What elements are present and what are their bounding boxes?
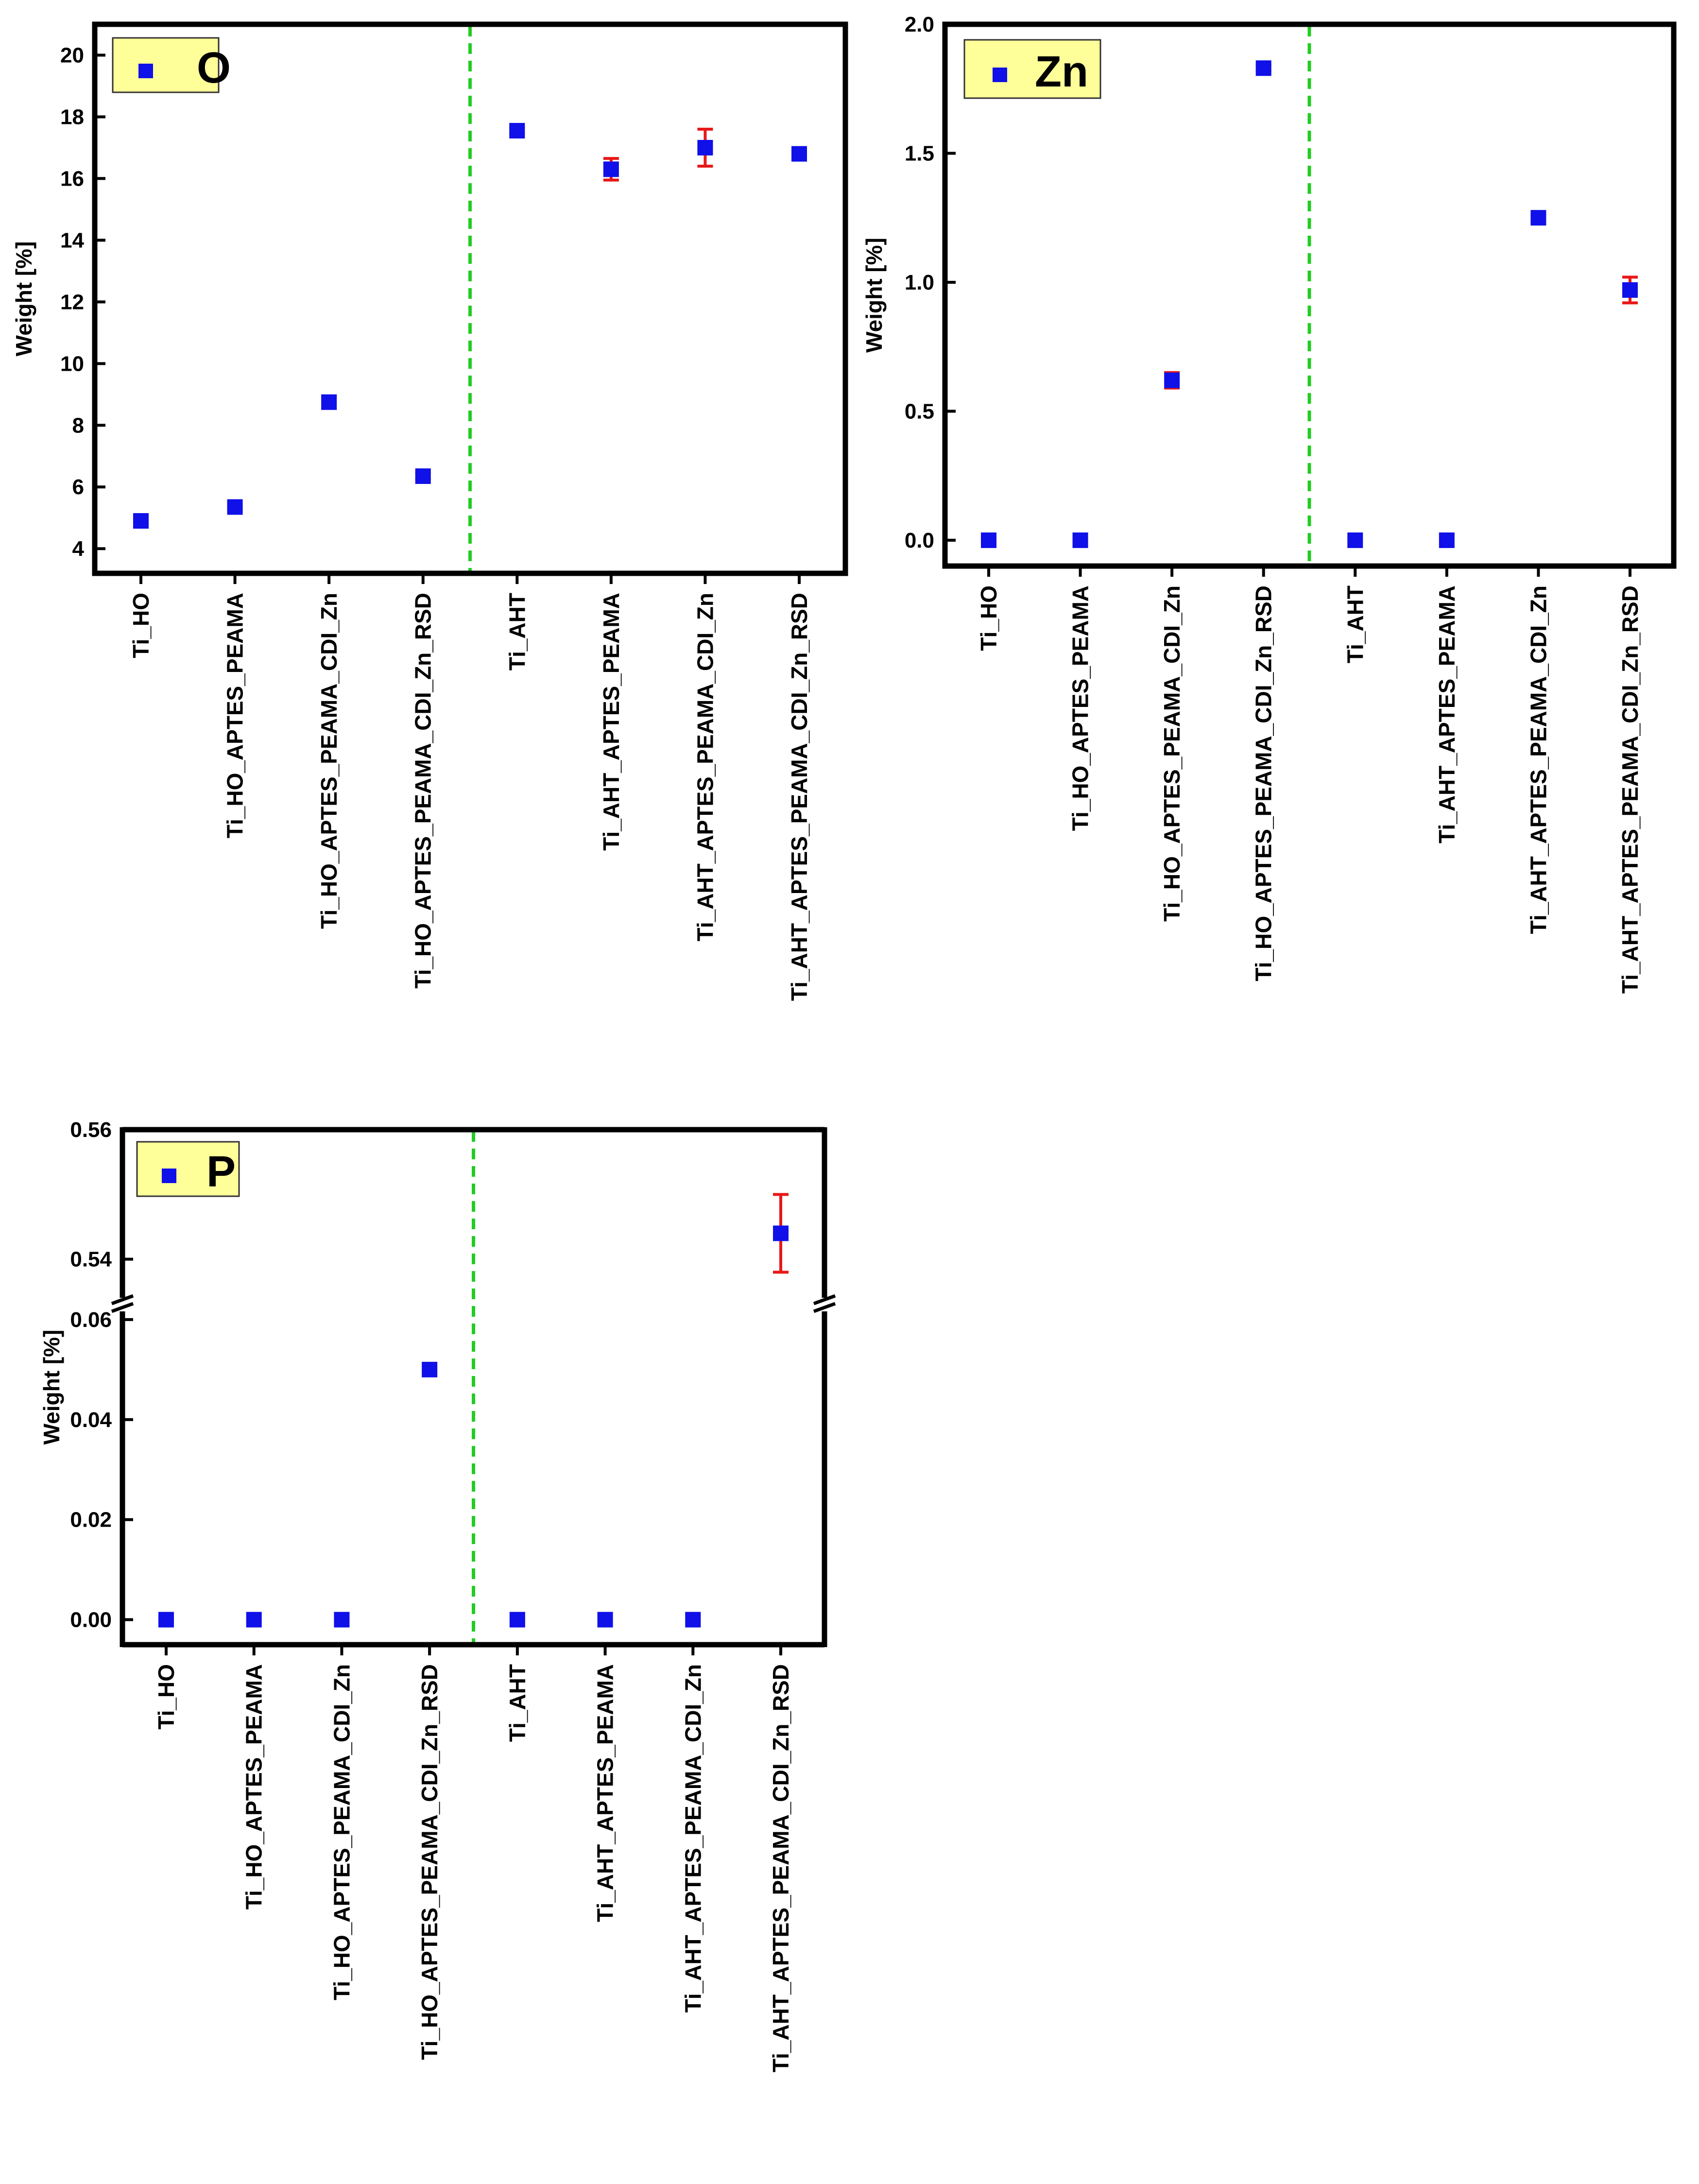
- legend-label: O: [197, 44, 231, 92]
- data-point: [415, 468, 431, 484]
- y-tick-label: 0.54: [70, 1248, 112, 1272]
- y-tick-label: 8: [72, 413, 84, 437]
- y-tick-label: 6: [72, 475, 84, 499]
- data-point: [133, 513, 149, 529]
- data-point: [685, 1612, 701, 1628]
- chart-o: 4 6 8 10 12 14 16 18 20 Weight [%] Ti_HO Ti_HO_APTE…: [11, 21, 848, 1001]
- data-point: [158, 1612, 174, 1628]
- chart-zn: 0.0 0.5 1.0 1.5 2.0 Weight [%] Ti_HO Ti_HO_APTE…: [861, 13, 1677, 994]
- legend-box: [112, 37, 220, 93]
- x-tick-label: Ti_HO_APTES_PEAMA_CDI_Zn_RSD: [411, 593, 436, 989]
- plot-frame: [92, 21, 848, 576]
- x-tick-label: Ti_HO_APTES_PEAMA_CDI_Zn: [329, 1664, 354, 2000]
- legend-label: P: [206, 1148, 236, 1196]
- y-tick-label: 0.56: [70, 1118, 112, 1142]
- data-point: [597, 1612, 613, 1628]
- data-point: [791, 146, 807, 162]
- x-tick-label: Ti_AHT: [505, 1664, 530, 1742]
- data-point: [227, 499, 243, 515]
- y-tick-label: 0.02: [70, 1508, 112, 1532]
- y-tick-label: 0.06: [70, 1308, 112, 1332]
- data-point: [773, 1225, 789, 1241]
- legend-box: [136, 1141, 240, 1197]
- y-tick-label: 18: [60, 105, 84, 129]
- data-point: [1530, 210, 1546, 226]
- data-point: [321, 394, 337, 410]
- y-tick-label: 12: [60, 290, 84, 314]
- x-tick-label: Ti_AHT_APTES_PEAMA: [599, 593, 624, 851]
- y-tick-label: 2.0: [905, 13, 934, 36]
- data-point: [1072, 532, 1088, 548]
- x-tick-label: Ti_HO_APTES_PEAMA_CDI_Zn: [316, 593, 342, 929]
- x-tick-label: Ti_HO: [154, 1664, 179, 1730]
- y-tick-label: 1.5: [905, 141, 934, 165]
- axis-break-mark: [813, 1294, 836, 1306]
- y-axis-title: Weight [%]: [861, 238, 887, 353]
- x-tick-label: Ti_AHT: [504, 593, 530, 671]
- legend-label: Zn: [1035, 48, 1088, 96]
- legend-marker: [993, 68, 1007, 82]
- x-tick-label: Ti_AHT_APTES_PEAMA_CDI_Zn: [692, 593, 718, 941]
- data-point: [422, 1361, 438, 1377]
- y-tick-label: 0.0: [905, 529, 934, 552]
- y-axis-title: Weight [%]: [39, 1330, 64, 1445]
- x-tick-label: Ti_AHT: [1342, 585, 1368, 663]
- legend-marker: [138, 64, 153, 78]
- data-point: [1164, 372, 1180, 388]
- legend-box: [963, 39, 1101, 99]
- y-tick-label: 0.00: [70, 1608, 112, 1632]
- data-point: [697, 139, 713, 155]
- x-tick-label: Ti_AHT_APTES_PEAMA_CDI_Zn: [1526, 585, 1551, 934]
- y-tick-label: 20: [60, 43, 84, 67]
- x-tick-label: Ti_HO_APTES_PEAMA_CDI_Zn_RSD: [1251, 585, 1276, 981]
- x-tick-label: Ti_HO_APTES_PEAMA_CDI_Zn_RSD: [417, 1664, 442, 2060]
- legend-marker: [162, 1169, 176, 1183]
- x-tick-label: Ti_HO: [128, 593, 154, 658]
- x-tick-label: Ti_HO_APTES_PEAMA_CDI_Zn: [1159, 585, 1184, 922]
- data-point: [603, 161, 619, 177]
- x-tick-label: Ti_HO: [976, 585, 1001, 651]
- chart-p: 0.00 0.02 0.04 0.06 0.54 0.56 Weight [%] Ti_HO T…: [39, 1118, 836, 2072]
- data-point: [1347, 532, 1363, 548]
- data-point: [246, 1612, 262, 1628]
- axis-break-mark: [813, 1302, 836, 1313]
- y-tick-label: 0.04: [70, 1408, 112, 1432]
- axis-break-mark: [111, 1294, 134, 1306]
- data-point: [334, 1612, 350, 1628]
- x-tick-label: Ti_AHT_APTES_PEAMA_CDI_Zn: [680, 1664, 705, 2012]
- y-tick-label: 0.5: [905, 399, 934, 423]
- x-tick-label: Ti_AHT_APTES_PEAMA: [1434, 585, 1459, 843]
- y-axis-title: Weight [%]: [11, 241, 36, 357]
- plot-frame: [942, 21, 1677, 569]
- data-point: [1622, 282, 1638, 298]
- data-point: [509, 1612, 525, 1628]
- x-tick-label: Ti_HO_APTES_PEAMA: [223, 593, 248, 838]
- axis-break-mark: [111, 1302, 134, 1313]
- x-tick-label: Ti_AHT_APTES_PEAMA_CDI_Zn_RSD: [787, 593, 812, 1001]
- data-point: [981, 532, 996, 548]
- x-tick-label: Ti_AHT_APTES_PEAMA: [593, 1664, 618, 1922]
- data-point: [1439, 532, 1455, 548]
- x-tick-label: Ti_AHT_APTES_PEAMA_CDI_Zn_RSD: [768, 1664, 793, 2072]
- x-tick-label: Ti_AHT_APTES_PEAMA_CDI_Zn_RSD: [1617, 585, 1643, 994]
- y-tick-label: 1.0: [905, 271, 934, 294]
- data-point: [1255, 60, 1271, 76]
- x-tick-label: Ti_HO_APTES_PEAMA: [241, 1664, 267, 1909]
- x-tick-label: Ti_HO_APTES_PEAMA: [1068, 585, 1093, 831]
- y-tick-label: 14: [60, 228, 84, 252]
- data-point: [509, 123, 525, 139]
- y-tick-label: 4: [72, 537, 85, 561]
- y-tick-label: 10: [60, 352, 84, 376]
- y-tick-label: 16: [60, 167, 84, 190]
